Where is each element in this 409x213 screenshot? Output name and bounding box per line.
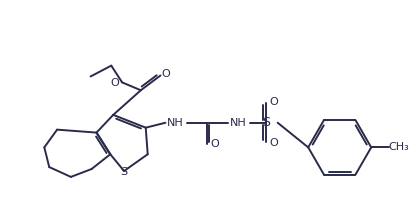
Text: O: O: [270, 97, 278, 107]
Text: NH: NH: [167, 118, 184, 128]
Text: CH₃: CH₃: [389, 142, 409, 152]
Text: O: O: [210, 140, 219, 149]
Text: S: S: [121, 167, 128, 177]
Text: S: S: [262, 116, 270, 129]
Text: O: O: [270, 138, 278, 148]
Text: O: O: [111, 78, 119, 88]
Text: NH: NH: [230, 118, 247, 128]
Text: O: O: [161, 69, 170, 79]
